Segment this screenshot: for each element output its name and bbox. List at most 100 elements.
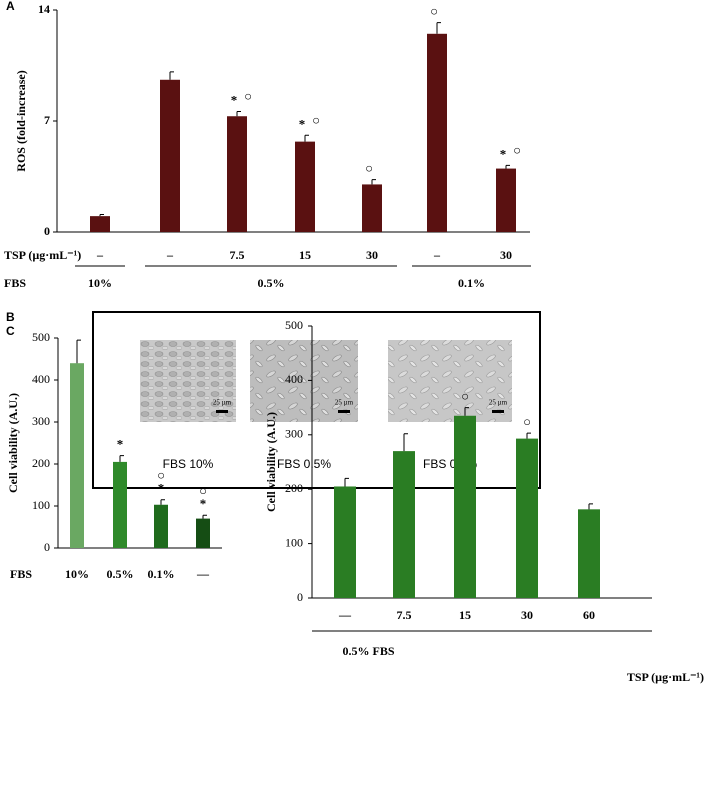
x-tick-label: 7.5 — [230, 248, 245, 262]
group-label: 10% — [88, 276, 112, 290]
bar — [227, 116, 247, 232]
x-tick-label: – — [433, 248, 441, 262]
micrograph-caption: FBS 0.5% — [277, 457, 331, 471]
error-bar — [371, 179, 376, 185]
y-tick-label: 200 — [285, 481, 303, 495]
significance-mark: * — [231, 92, 238, 107]
error-bar — [304, 134, 309, 142]
group-label: 0.5% FBS — [342, 644, 394, 658]
group-label: 0.1% — [458, 276, 485, 290]
group-row-label: FBS — [4, 276, 26, 290]
micrograph — [250, 340, 358, 422]
x-tick-label: 15 — [299, 248, 311, 262]
panel-label: A — [6, 0, 15, 13]
scale-bar-label: 25 µm — [213, 399, 232, 407]
panel-label: B — [6, 310, 15, 324]
significance-mark: ○ — [430, 4, 438, 19]
x-tick-label: – — [166, 248, 174, 262]
y-tick-label: 100 — [285, 535, 303, 549]
significance-mark: ○ — [312, 112, 320, 127]
y-axis-label: Cell viability (A.U.) — [264, 412, 278, 512]
bar — [160, 79, 180, 233]
x-tick-label: 10% — [65, 567, 89, 581]
significance-mark: ○ — [365, 161, 373, 176]
y-tick-label: 400 — [285, 372, 303, 386]
error-bar — [119, 455, 124, 462]
error-bar — [202, 514, 207, 519]
micrograph — [388, 340, 512, 422]
panel-label: C — [6, 324, 15, 338]
scale-bar-label: 25 µm — [489, 399, 508, 407]
x-axis-label: FBS — [10, 567, 32, 581]
x-tick-label: 60 — [583, 608, 595, 622]
significance-mark: ○ — [523, 414, 531, 429]
micrograph — [140, 340, 236, 422]
error-bar — [436, 22, 441, 34]
x-tick-label: — — [196, 567, 210, 581]
y-tick-label: 100 — [32, 498, 50, 512]
x-tick-label: 7.5 — [397, 608, 412, 622]
y-tick-label: 7 — [44, 113, 50, 127]
bar — [427, 33, 447, 233]
bar — [578, 509, 600, 598]
bar — [334, 486, 356, 598]
error-bar — [344, 477, 349, 487]
bar — [90, 216, 110, 232]
significance-mark: ○ — [157, 468, 165, 483]
error-bar — [403, 433, 408, 452]
x-tick-label: 0.1% — [148, 567, 175, 581]
error-bar — [169, 71, 174, 80]
bar — [70, 363, 84, 548]
micrograph-frame — [92, 311, 541, 489]
error-bar — [99, 214, 104, 217]
x-tick-label: – — [96, 248, 104, 262]
significance-mark: ○ — [244, 88, 252, 103]
y-tick-label: 300 — [285, 427, 303, 441]
micrograph-caption: FBS 10% — [163, 457, 214, 471]
x-tick-label: 0.5% — [107, 567, 134, 581]
bar — [196, 518, 210, 548]
significance-mark: * — [500, 146, 507, 161]
significance-mark: * — [299, 116, 306, 131]
error-bar — [160, 499, 165, 505]
x-axis-label: TSP (µg·mL⁻¹) — [627, 670, 704, 684]
significance-mark: ○ — [461, 389, 469, 404]
y-axis-label: Cell viability (A.U.) — [6, 393, 20, 493]
y-tick-label: 500 — [285, 318, 303, 332]
bar — [295, 141, 315, 232]
significance-mark: * — [158, 481, 165, 496]
scale-bar — [492, 410, 504, 413]
bar — [393, 451, 415, 598]
scale-bar — [216, 410, 228, 413]
bar — [516, 438, 538, 598]
y-tick-label: 0 — [297, 590, 303, 604]
significance-mark: ○ — [199, 483, 207, 498]
bar — [113, 461, 127, 548]
x-tick-label: 30 — [500, 248, 512, 262]
y-tick-label: 300 — [32, 414, 50, 428]
bar — [362, 184, 382, 232]
error-bar — [76, 339, 81, 364]
significance-mark: ○ — [513, 142, 521, 157]
significance-mark: * — [117, 437, 124, 452]
y-axis-label: ROS (fold-increase) — [14, 70, 28, 171]
y-tick-label: 0 — [44, 224, 50, 238]
error-bar — [505, 164, 510, 169]
x-tick-label: 30 — [521, 608, 533, 622]
bar — [454, 415, 476, 598]
scale-bar-label: 25 µm — [335, 399, 354, 407]
bar — [496, 168, 516, 232]
error-bar — [464, 407, 469, 416]
y-tick-label: 400 — [32, 372, 50, 386]
y-tick-label: 500 — [32, 330, 50, 344]
y-tick-label: 0 — [44, 540, 50, 554]
x-tick-label: 30 — [366, 248, 378, 262]
error-bar — [588, 503, 593, 510]
scale-bar — [338, 410, 350, 413]
group-label: 0.5% — [258, 276, 285, 290]
y-tick-label: 14 — [38, 2, 50, 16]
x-row-label: TSP (µg·mL⁻¹) — [4, 248, 81, 262]
bar — [154, 504, 168, 548]
